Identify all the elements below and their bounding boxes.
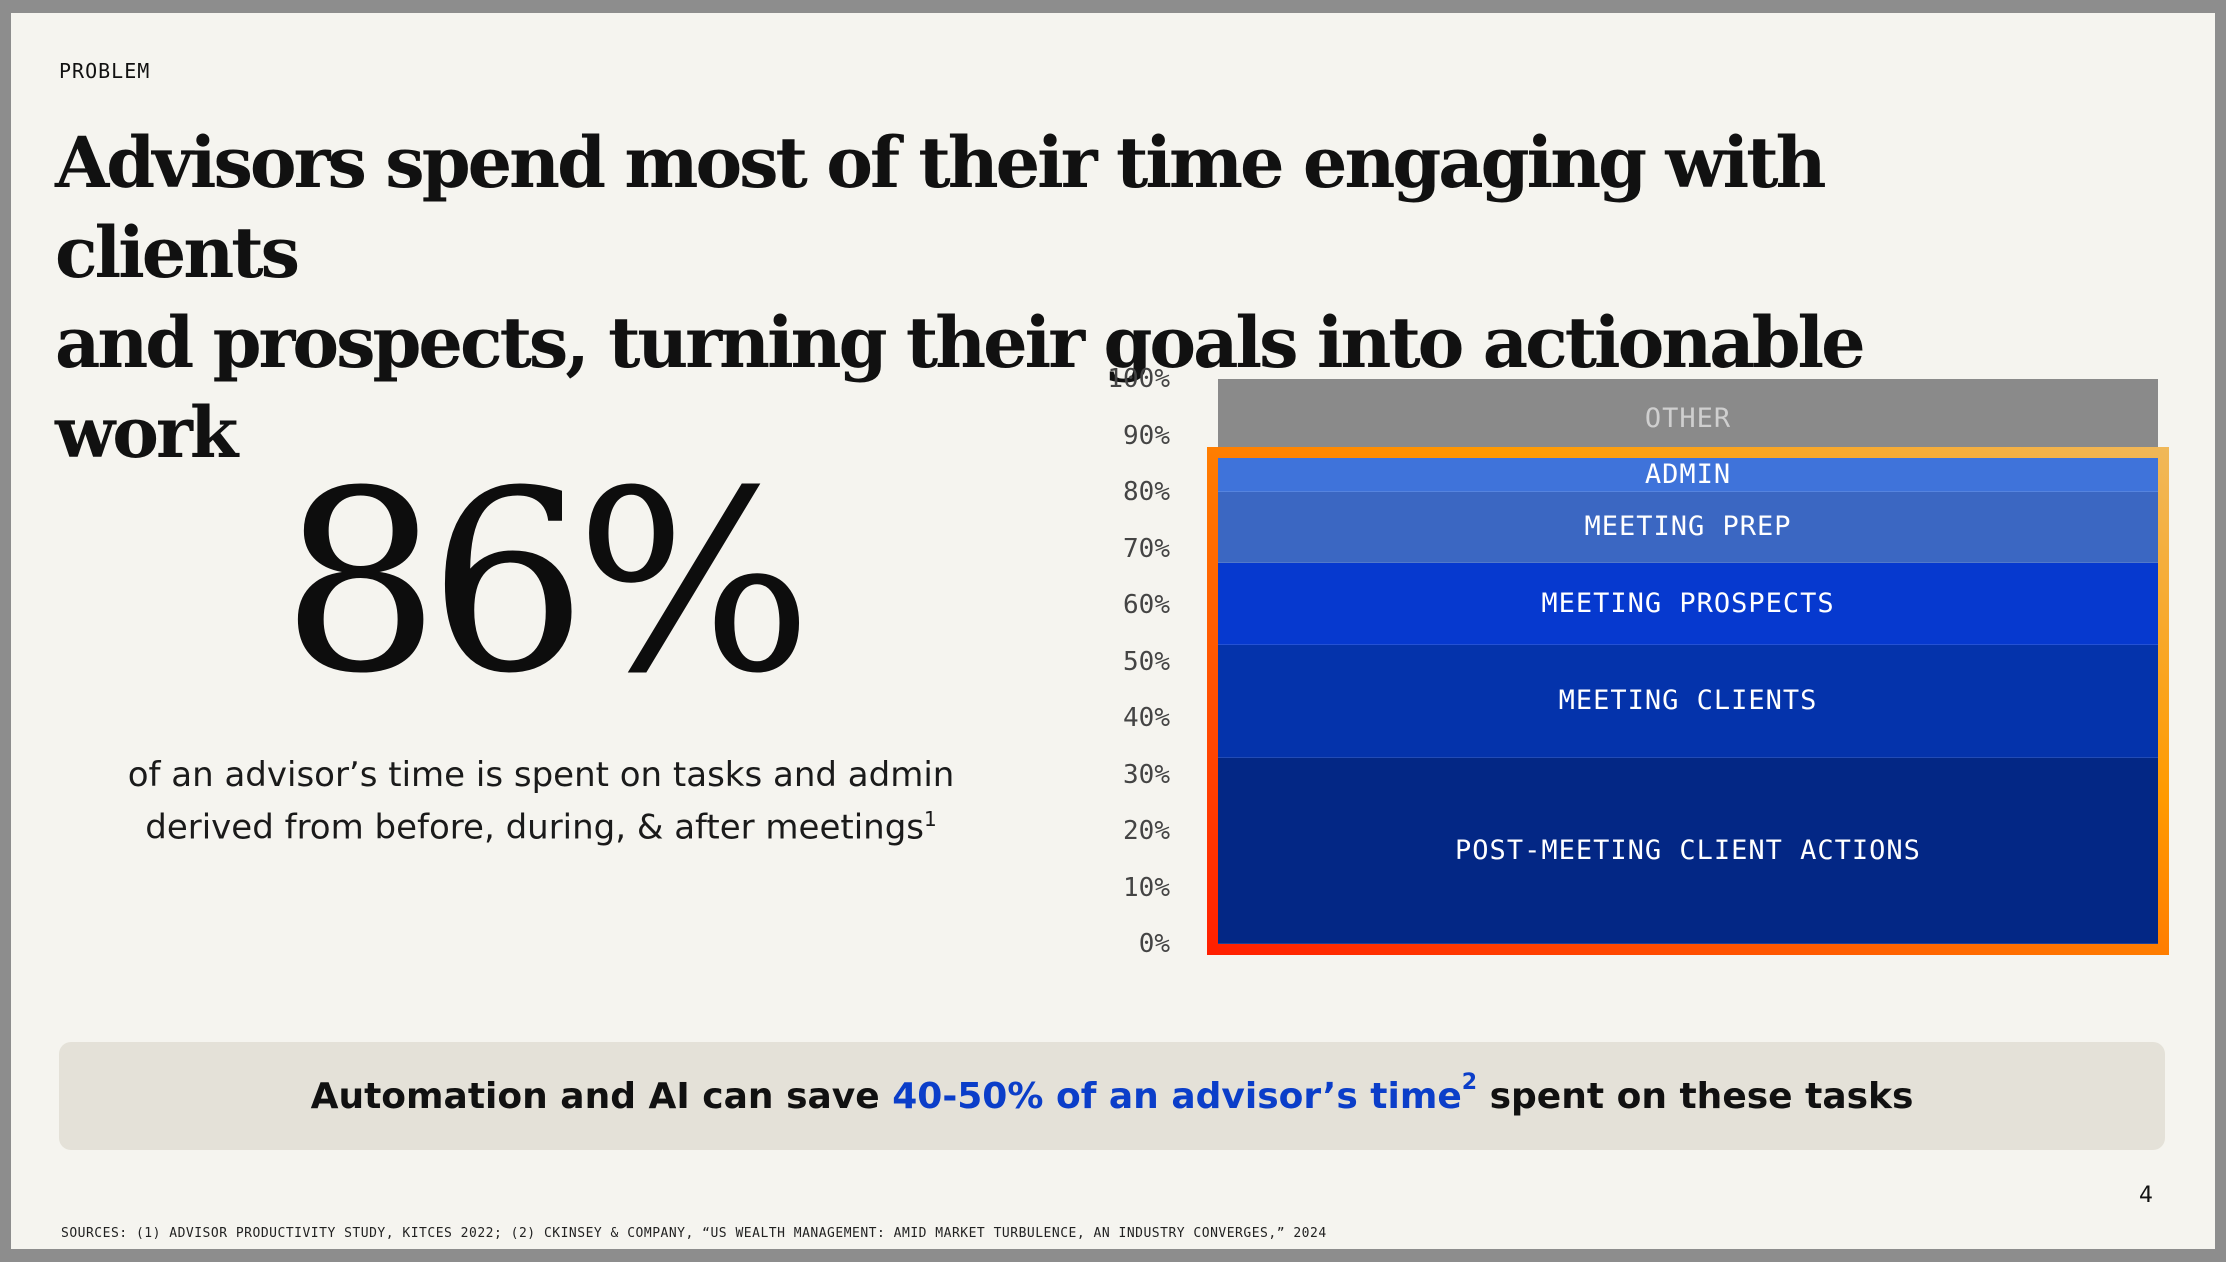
bar-segment-meeting-prep: MEETING PREP (1218, 492, 2158, 563)
bar-segment-other: OTHER (1218, 379, 2158, 459)
y-tick-label: 70% (1123, 533, 1170, 564)
y-tick-label: 50% (1123, 646, 1170, 677)
stat-caption-line-1: of an advisor’s time is spent on tasks a… (127, 755, 955, 795)
y-tick-label: 100% (1107, 364, 1170, 394)
slide: PROBLEM Advisors spend most of their tim… (11, 13, 2215, 1249)
footnote-marker-1: 1 (924, 807, 937, 831)
stat-caption: of an advisor’s time is spent on tasks a… (71, 753, 1011, 849)
bar-segment-meeting-prospects: MEETING PROSPECTS (1218, 562, 2158, 645)
segment-label: MEETING PROSPECTS (1541, 587, 1835, 619)
bar-segment-meeting-clients: MEETING CLIENTS (1218, 644, 2158, 758)
slide-headline: Advisors spend most of their time engagi… (55, 118, 1955, 478)
headline-line-1: Advisors spend most of their time engagi… (55, 121, 1826, 294)
segment-label: OTHER (1644, 402, 1732, 434)
segment-label: MEETING PREP (1584, 511, 1792, 543)
segment-label: ADMIN (1644, 459, 1732, 491)
segment-label: POST-MEETING CLIENT ACTIONS (1455, 834, 1921, 866)
y-tick-label: 0% (1138, 929, 1170, 959)
callout-banner: Automation and AI can save 40-50% of an … (59, 1042, 2165, 1150)
section-label: PROBLEM (59, 59, 151, 83)
big-stat: 86% (281, 437, 813, 728)
callout-text-post: spent on these tasks (1477, 1075, 1914, 1117)
bar-segment-post-meeting-client-actions: POST-MEETING CLIENT ACTIONS (1218, 757, 2158, 944)
segment-label: MEETING CLIENTS (1558, 685, 1818, 717)
callout-highlight: 40-50% of an advisor’s time (892, 1075, 1462, 1117)
footnote-marker-2: 2 (1461, 1069, 1478, 1095)
y-tick-label: 10% (1123, 872, 1170, 903)
callout-text-pre: Automation and AI can save (310, 1075, 893, 1117)
y-tick-label: 20% (1123, 816, 1170, 846)
stat-caption-line-2-text: derived from before, during, & after mee… (145, 807, 925, 848)
sources-footnote: SOURCES: (1) ADVISOR PRODUCTIVITY STUDY,… (61, 1226, 1327, 1241)
bar-segment-admin: ADMIN (1218, 458, 2158, 492)
page-number: 4 (2139, 1183, 2153, 1208)
stacked-bar-chart: POST-MEETING CLIENT ACTIONS MEETING CLIEN… (1207, 379, 2169, 955)
y-tick-label: 60% (1123, 590, 1170, 620)
y-tick-label: 90% (1123, 420, 1170, 451)
y-tick-label: 30% (1123, 759, 1170, 790)
stat-caption-line-2: derived from before, during, & after mee… (71, 797, 1011, 849)
y-tick-label: 80% (1123, 477, 1170, 507)
y-tick-label: 40% (1123, 703, 1170, 733)
headline-line-2: and prospects, turning their goals into … (55, 301, 1866, 474)
